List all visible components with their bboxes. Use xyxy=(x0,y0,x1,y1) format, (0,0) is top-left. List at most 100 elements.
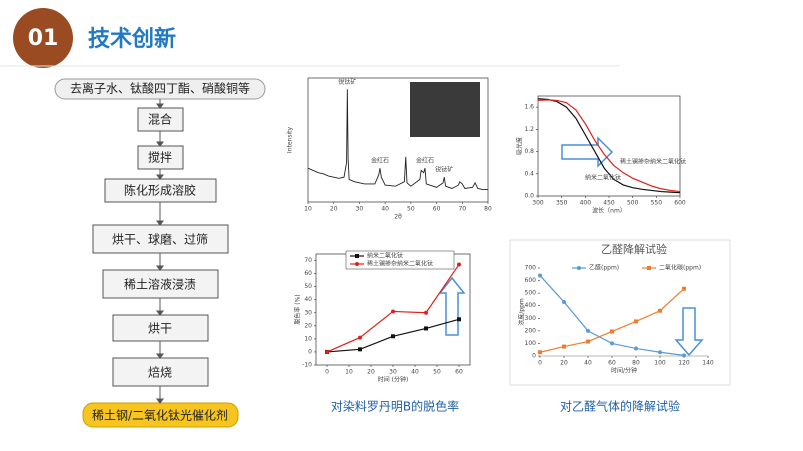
data-point xyxy=(391,309,395,314)
x-tick-label: 60 xyxy=(455,369,463,376)
x-tick-label: 10 xyxy=(304,206,312,213)
legend-label: 稀土镧掺杂纳米二氧化钛 xyxy=(367,260,433,268)
legend-marker xyxy=(355,254,359,258)
data-line xyxy=(537,99,681,193)
flow-step-label: 混合 xyxy=(148,112,172,127)
legend-marker xyxy=(577,266,581,270)
x-tick-label: 30 xyxy=(356,206,364,213)
data-point xyxy=(424,326,428,331)
y-axis-label: 吸光度 xyxy=(516,137,524,155)
y-tick-label: 30 xyxy=(304,309,312,316)
x-tick-label: 350 xyxy=(556,200,568,207)
highlight-arrow xyxy=(674,307,704,357)
data-line xyxy=(537,98,681,194)
x-tick-label: 80 xyxy=(632,360,640,367)
annotation: 金红石 xyxy=(416,157,434,165)
flow-step-label: 陈化形成溶胶 xyxy=(124,183,196,198)
data-point xyxy=(682,286,686,291)
x-tick-label: 500 xyxy=(627,200,639,207)
data-point xyxy=(610,329,614,334)
x-tick-label: 450 xyxy=(603,200,615,207)
y-tick-label: 600 xyxy=(525,277,537,284)
highlight-arrow xyxy=(438,276,466,336)
legend-box xyxy=(345,250,455,270)
flow-step xyxy=(112,314,209,342)
data-point xyxy=(424,310,428,315)
flow-step-label: 搅拌 xyxy=(148,150,172,165)
x-tick-label: 0 xyxy=(325,369,329,376)
y-tick-label: 300 xyxy=(525,315,537,322)
flow-step xyxy=(112,357,209,387)
data-point xyxy=(682,353,686,358)
data-line xyxy=(326,264,460,353)
x-tick-label: 40 xyxy=(411,369,419,376)
data-point xyxy=(562,344,566,349)
y-tick-label: 10 xyxy=(304,335,312,342)
x-tick-label: 60 xyxy=(433,206,441,213)
chart-title: 乙醛降解试验 xyxy=(601,242,667,256)
data-point xyxy=(634,346,638,351)
y-tick-label: 60 xyxy=(304,270,312,277)
y-tick-label: 0 xyxy=(308,348,312,355)
y-tick-label: 70 xyxy=(304,257,312,264)
legend-marker xyxy=(647,266,651,270)
legend-label: 乙醛(ppm) xyxy=(589,264,619,272)
data-point xyxy=(586,339,590,344)
y-tick-label: -10 xyxy=(302,362,312,369)
flow-arrows xyxy=(156,99,164,404)
data-point xyxy=(610,341,614,346)
y-tick-label: 0.4 xyxy=(524,170,534,177)
annotation: 锐钛矿 xyxy=(338,78,356,86)
data-point xyxy=(538,273,542,278)
x-tick-label: 20 xyxy=(367,369,375,376)
data-point xyxy=(358,335,362,340)
x-tick-label: 40 xyxy=(584,360,592,367)
x-tick-label: 80 xyxy=(484,206,492,213)
data-point xyxy=(325,349,329,354)
y-tick-label: 500 xyxy=(525,290,537,297)
data-point xyxy=(658,308,662,313)
y-tick-label: 400 xyxy=(525,302,537,309)
data-point xyxy=(538,350,542,355)
y-tick-label: 0.8 xyxy=(524,148,534,155)
x-tick-label: 600 xyxy=(674,200,686,207)
legend-label: 纳米二氧化钛 xyxy=(585,174,621,182)
x-tick-label: 10 xyxy=(345,369,353,376)
y-tick-label: 50 xyxy=(304,283,312,290)
x-tick-label: 140 xyxy=(702,360,714,367)
data-point xyxy=(358,347,362,352)
data-point xyxy=(457,262,461,267)
legend-label: 纳米二氧化钛 xyxy=(367,252,403,260)
flow-step xyxy=(92,224,229,254)
data-point xyxy=(457,317,461,322)
y-tick-label: 100 xyxy=(525,340,537,347)
x-axis-label: 时间/分钟 xyxy=(611,367,637,375)
data-line xyxy=(307,89,488,191)
chart-frame xyxy=(509,239,731,386)
flow-step-label: 烘干、球磨、过筛 xyxy=(112,232,208,247)
y-tick-label: 20 xyxy=(304,322,312,329)
highlight-arrow xyxy=(561,136,614,168)
x-tick-label: 100 xyxy=(654,360,666,367)
section-title: 技术创新 xyxy=(88,26,176,52)
figure-caption: 对染料罗丹明B的脱色率 xyxy=(331,399,459,414)
y-tick-label: 1.6 xyxy=(524,104,534,111)
y-tick-label: 200 xyxy=(525,327,537,334)
x-axis-label: 时间 (分钟) xyxy=(378,376,409,384)
legend-label: 稀土镧掺杂纳米二氧化钛 xyxy=(620,158,686,166)
y-axis-label: 脱色率 (%) xyxy=(294,294,302,324)
flow-step-label: 稀土钢/二氧化钛光催化剂 xyxy=(92,408,228,423)
data-point xyxy=(391,334,395,339)
x-axis-label: 波长（nm） xyxy=(592,207,626,215)
x-tick-label: 40 xyxy=(381,206,389,213)
number-badge xyxy=(13,8,73,68)
x-tick-label: 550 xyxy=(651,200,663,207)
x-tick-label: 120 xyxy=(678,360,690,367)
data-point xyxy=(658,350,662,355)
y-tick-label: 1.2 xyxy=(524,126,534,133)
legend-marker xyxy=(355,262,359,266)
y-tick-label: 0 xyxy=(532,353,536,360)
y-axis-label: Intensity xyxy=(287,126,294,153)
x-tick-label: 30 xyxy=(389,369,397,376)
